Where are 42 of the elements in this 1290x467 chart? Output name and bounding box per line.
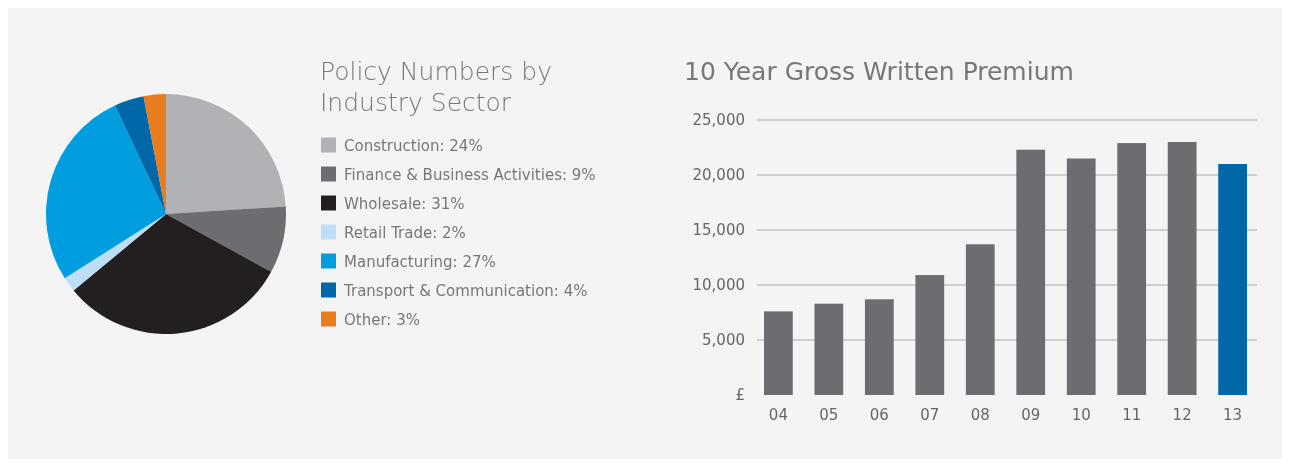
x-tick-label: 06 <box>869 405 889 424</box>
x-tick-label: 12 <box>1172 405 1192 424</box>
bar <box>1016 149 1046 395</box>
bar <box>864 299 894 395</box>
legend-label: Wholesale: 31% <box>344 194 465 213</box>
bar <box>1117 143 1147 395</box>
x-tick-label: 10 <box>1071 405 1091 424</box>
bar <box>965 244 995 395</box>
x-tick-label: 13 <box>1223 405 1243 424</box>
x-tick-label: 05 <box>819 405 839 424</box>
pie-slice <box>143 94 166 214</box>
chart-title: Policy Numbers by Industry Sector <box>320 57 552 117</box>
pie-slice <box>166 94 286 214</box>
y-tick-label: 10,000 <box>692 276 745 295</box>
bar <box>764 311 793 395</box>
x-tick-label: 07 <box>920 405 940 424</box>
pie-slice <box>114 96 166 214</box>
x-tick-label: 04 <box>768 405 788 424</box>
x-tick-label: 08 <box>970 405 990 424</box>
y-tick-label: 25,000 <box>692 111 745 130</box>
pie-slice <box>46 105 166 279</box>
legend-label: Construction: 24% <box>344 136 483 155</box>
bar <box>915 275 945 395</box>
legend-label: Finance & Business Activities: 9% <box>344 165 596 184</box>
y-tick-label: £ <box>735 386 745 405</box>
bar <box>1218 164 1247 395</box>
bar <box>1167 142 1197 395</box>
y-tick-label: 20,000 <box>692 166 745 185</box>
pie-slice <box>73 214 272 334</box>
y-tick-label: 15,000 <box>692 221 745 240</box>
bar <box>1066 158 1096 395</box>
legend-label: Manufacturing: 27% <box>344 252 496 271</box>
legend-label: Retail Trade: 2% <box>344 223 466 242</box>
y-tick-label: 5,000 <box>702 331 745 350</box>
legend-label: Transport & Communication: 4% <box>343 281 588 300</box>
x-tick-label: 11 <box>1122 405 1142 424</box>
pie-slice <box>64 214 166 291</box>
chart-title: 10 Year Gross Written Premium <box>684 57 1074 86</box>
legend-label: Other: 3% <box>344 310 420 329</box>
pie-slice <box>166 206 286 272</box>
bar <box>814 303 844 395</box>
x-tick-label: 09 <box>1021 405 1041 424</box>
